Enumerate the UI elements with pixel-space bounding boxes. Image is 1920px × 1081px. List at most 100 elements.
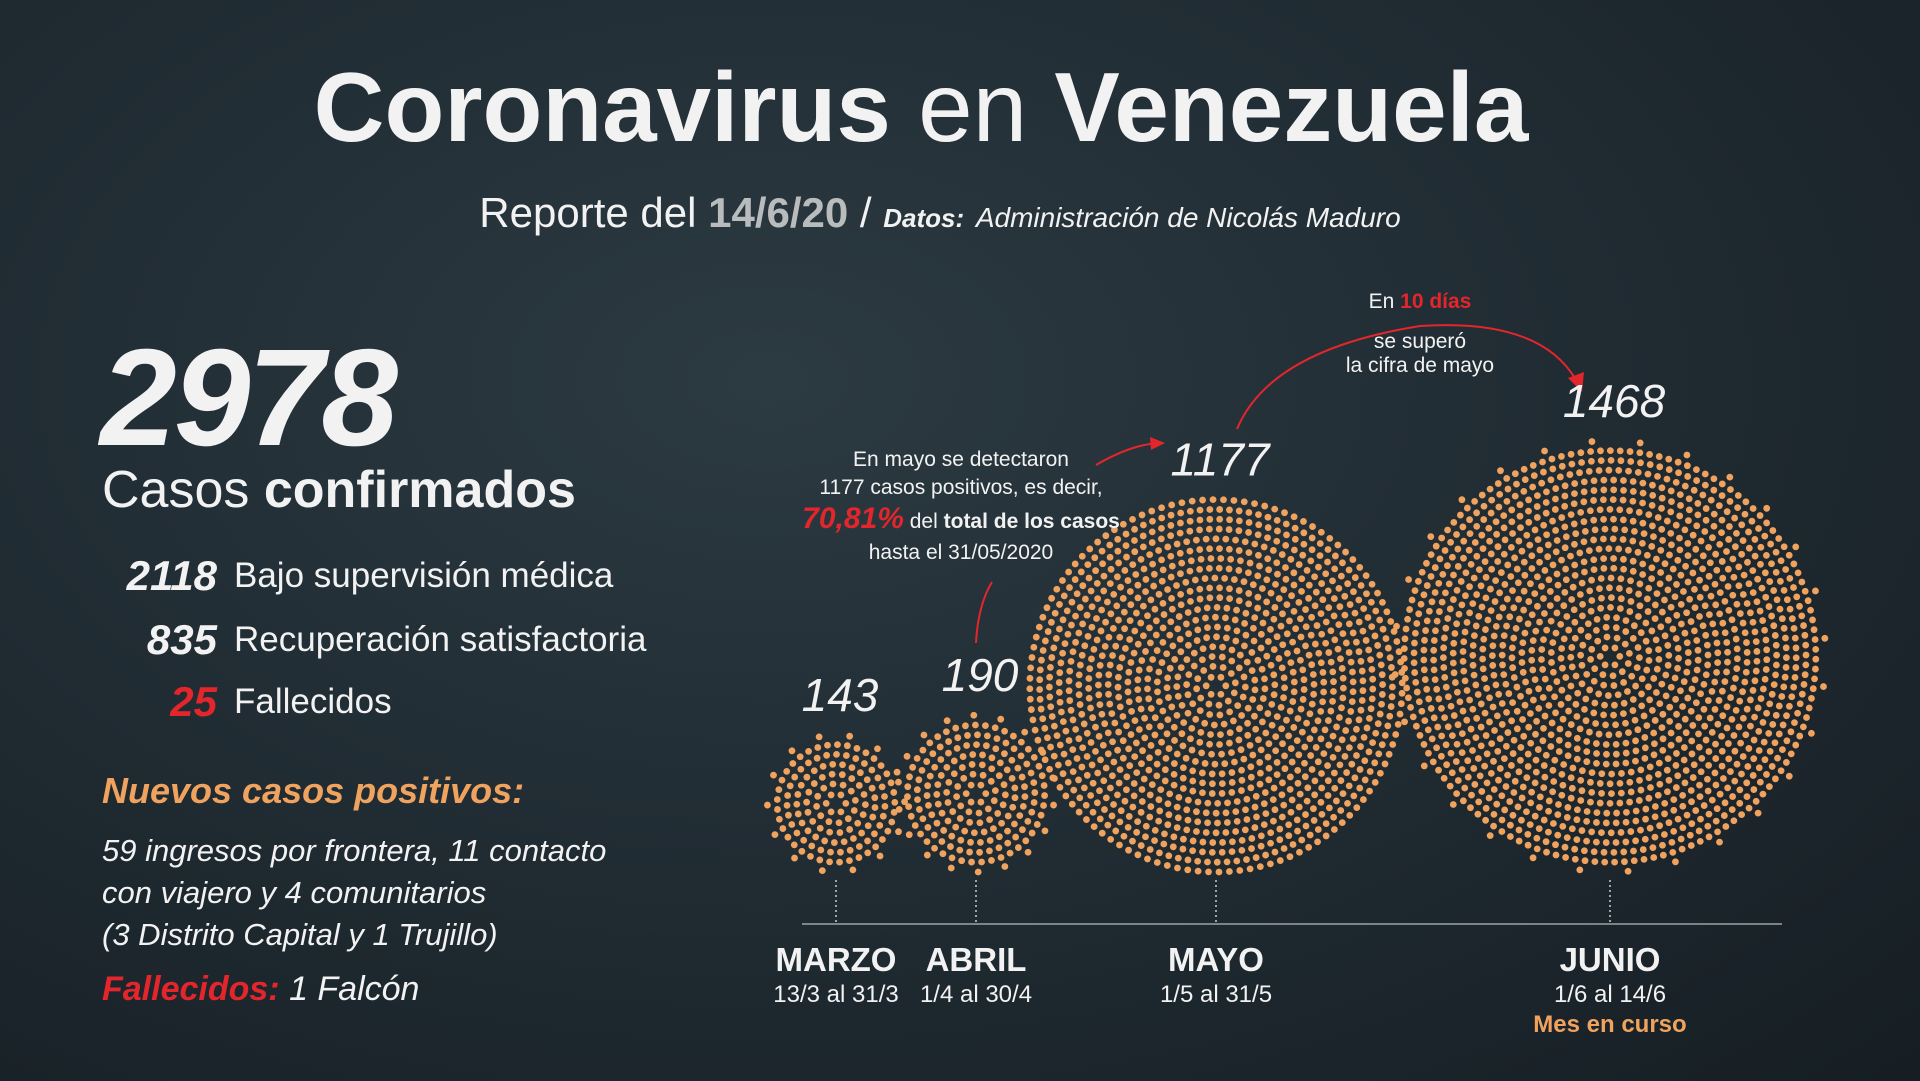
- case-dot: [1561, 544, 1569, 552]
- case-dot: [1282, 564, 1289, 571]
- case-dot: [1620, 565, 1628, 573]
- case-dot: [1610, 848, 1618, 856]
- case-dot: [1601, 644, 1609, 652]
- case-dot: [1512, 625, 1520, 632]
- case-dot: [1801, 631, 1809, 639]
- case-dot: [1501, 536, 1509, 544]
- case-dot: [1212, 809, 1220, 817]
- case-dot: [1527, 739, 1535, 747]
- case-dot: [1750, 755, 1758, 763]
- case-dot: [1554, 831, 1562, 839]
- case-dot: [1641, 734, 1649, 741]
- case-dot: [1772, 548, 1780, 556]
- case-dot: [1239, 693, 1247, 701]
- case-dot: [1087, 704, 1094, 712]
- case-dot: [1059, 718, 1067, 726]
- case-dot: [878, 783, 886, 791]
- case-dot: [915, 806, 923, 813]
- case-dot: [948, 854, 956, 862]
- case-dot: [1114, 746, 1122, 754]
- case-dot: [1397, 700, 1405, 708]
- case-dot: [1757, 543, 1765, 551]
- case-dot: [1479, 545, 1487, 552]
- case-dot: [813, 802, 821, 810]
- case-dot: [1290, 724, 1298, 731]
- case-dot: [1747, 722, 1754, 730]
- case-dot: [1167, 573, 1175, 581]
- case-dot: [1658, 724, 1666, 732]
- case-dot: [1359, 627, 1367, 635]
- case-dot: [1316, 552, 1324, 560]
- case-dot: [1739, 714, 1747, 722]
- case-dot: [1298, 836, 1306, 844]
- case-dot: [1666, 703, 1674, 711]
- case-dot: [1616, 447, 1624, 455]
- case-dot: [1706, 559, 1714, 567]
- total-cases: 2978: [100, 321, 398, 475]
- case-dot: [1059, 649, 1067, 657]
- case-dot: [1338, 736, 1346, 744]
- case-dot: [1041, 637, 1049, 645]
- case-dot: [1756, 778, 1764, 786]
- case-dot: [1667, 741, 1675, 749]
- subtitle-prefix: Reporte del: [479, 189, 697, 236]
- case-dot: [1730, 817, 1738, 825]
- case-dot: [1661, 810, 1668, 818]
- case-dot: [1173, 803, 1181, 811]
- case-dot: [1118, 654, 1126, 662]
- case-dot: [827, 791, 835, 799]
- case-dot: [1759, 617, 1767, 624]
- case-dot: [1632, 837, 1640, 845]
- case-dot: [1528, 611, 1536, 619]
- case-dot: [1163, 862, 1171, 869]
- case-dot: [1733, 760, 1741, 768]
- case-dot: [1164, 800, 1172, 808]
- case-dot: [1226, 595, 1234, 603]
- case-dot: [1314, 717, 1322, 725]
- case-dot: [1635, 613, 1642, 620]
- case-dot: [1576, 549, 1584, 557]
- case-dot: [1718, 492, 1726, 499]
- case-dot: [1104, 681, 1112, 688]
- case-dot: [1227, 670, 1235, 677]
- case-dot: [1616, 585, 1623, 592]
- note-percent: 70,81%: [802, 502, 904, 535]
- case-dot: [1036, 676, 1044, 684]
- case-dot: [1331, 784, 1339, 792]
- case-dot: [1655, 759, 1663, 767]
- case-dot: [1278, 551, 1286, 558]
- case-dot: [1606, 584, 1613, 592]
- case-dot: [1066, 584, 1073, 591]
- case-dot: [1114, 535, 1122, 543]
- case-dot: [1149, 560, 1157, 568]
- case-dot: [1424, 726, 1432, 734]
- case-dot: [1449, 649, 1457, 657]
- case-dot: [1184, 856, 1192, 864]
- case-dot: [1267, 661, 1275, 669]
- case-dot: [1462, 592, 1469, 600]
- case-dot: [1680, 744, 1688, 751]
- case-dot: [1651, 740, 1658, 748]
- case-dot: [1558, 453, 1565, 460]
- case-dot: [1241, 826, 1249, 834]
- case-dot: [1106, 553, 1114, 561]
- case-dot: [1571, 571, 1579, 579]
- case-dot: [1571, 480, 1579, 487]
- case-dot: [1236, 867, 1244, 874]
- case-dot: [1733, 600, 1741, 608]
- case-dot: [1076, 604, 1084, 611]
- case-dot: [1634, 644, 1642, 651]
- case-dot: [1209, 643, 1217, 651]
- case-dot: [1728, 806, 1736, 814]
- case-dot: [1529, 696, 1537, 704]
- case-dot: [1650, 533, 1657, 541]
- case-dot: [1100, 777, 1108, 785]
- case-dot: [1201, 719, 1209, 727]
- case-dot: [1591, 699, 1599, 707]
- case-dot: [1685, 506, 1693, 514]
- case-dot: [1310, 681, 1318, 688]
- case-dot: [1191, 576, 1199, 584]
- case-dot: [1153, 772, 1161, 780]
- case-dot: [1053, 585, 1061, 593]
- note-line: la cifra de mayo: [1345, 354, 1495, 377]
